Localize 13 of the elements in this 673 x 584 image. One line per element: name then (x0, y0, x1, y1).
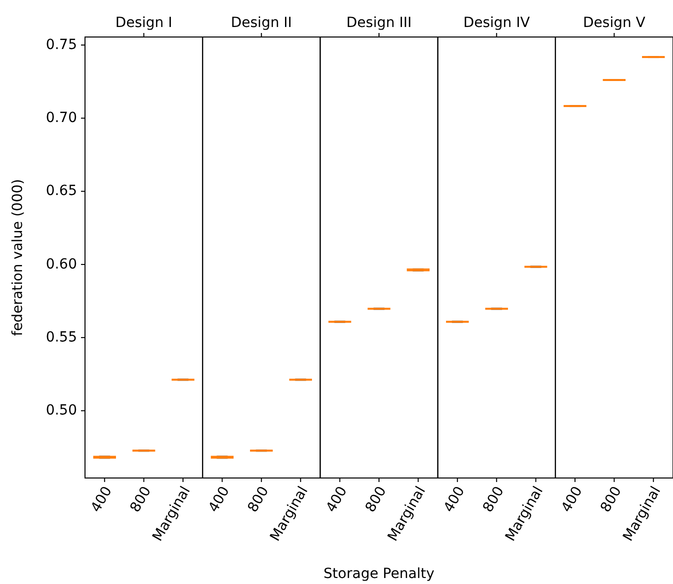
y-tick-label: 0.65 (46, 183, 77, 200)
x-axis-title: Storage Penalty (324, 566, 434, 582)
chart-title: Design IV (463, 15, 530, 31)
y-axis-title: federation value (000) (10, 179, 26, 336)
y-tick-label: 0.55 (46, 329, 77, 346)
chart-title: Design V (583, 15, 646, 31)
chart-title: Design I (115, 15, 172, 31)
chart-title: Design II (230, 15, 292, 31)
y-tick-label: 0.50 (46, 402, 77, 419)
chart-title: Design III (346, 15, 412, 31)
y-tick-label: 0.75 (46, 36, 77, 53)
y-tick-label: 0.70 (46, 110, 77, 126)
y-tick-label: 0.60 (46, 256, 77, 272)
